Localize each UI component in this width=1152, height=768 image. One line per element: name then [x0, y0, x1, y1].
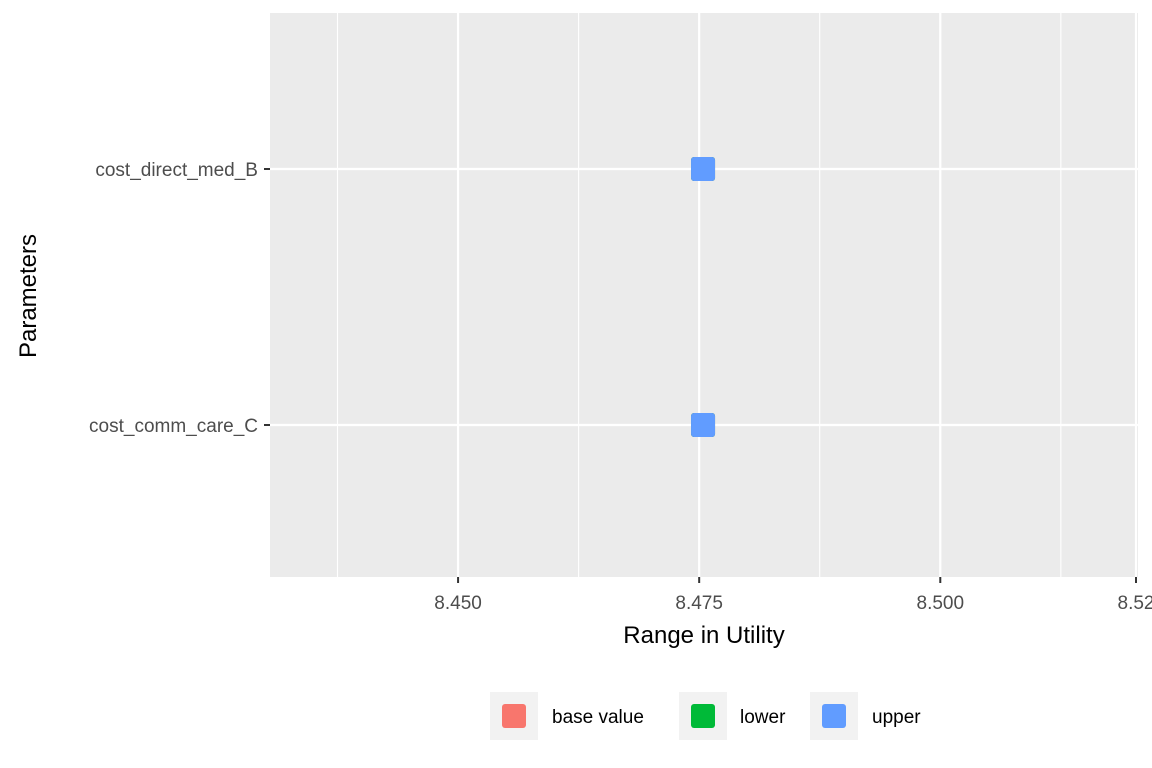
legend-label: upper: [872, 707, 921, 728]
legend-swatch: [691, 704, 715, 728]
x-tick-label: 8.475: [675, 593, 723, 614]
legend-item-lower: lower: [679, 692, 786, 740]
points-layer: [691, 157, 716, 437]
data-point-upper: [691, 413, 716, 437]
legend-label: base value: [552, 707, 644, 728]
x-axis-title: Range in Utility: [623, 622, 784, 649]
x-tick-label: 8.500: [917, 593, 965, 614]
legend: base value lower upper: [490, 692, 921, 740]
legend-label: lower: [740, 707, 786, 728]
legend-item-base-value: base value: [490, 692, 644, 740]
legend-swatch: [822, 704, 846, 728]
plot-panel: [270, 13, 1138, 577]
y-axis-title: Parameters: [15, 234, 42, 358]
x-tick-label: 8.450: [434, 593, 482, 614]
y-tick-label: cost_comm_care_C: [89, 416, 258, 437]
axis-layer: 8.450 8.475 8.500 8.52 cost_direct_med_Bcost…: [89, 160, 1152, 614]
legend-item-upper: upper: [810, 692, 921, 740]
legend-swatch: [502, 704, 526, 728]
y-tick-label: cost_direct_med_B: [95, 160, 258, 181]
data-point-upper: [691, 157, 716, 181]
x-tick-label: 8.52: [1118, 593, 1152, 614]
